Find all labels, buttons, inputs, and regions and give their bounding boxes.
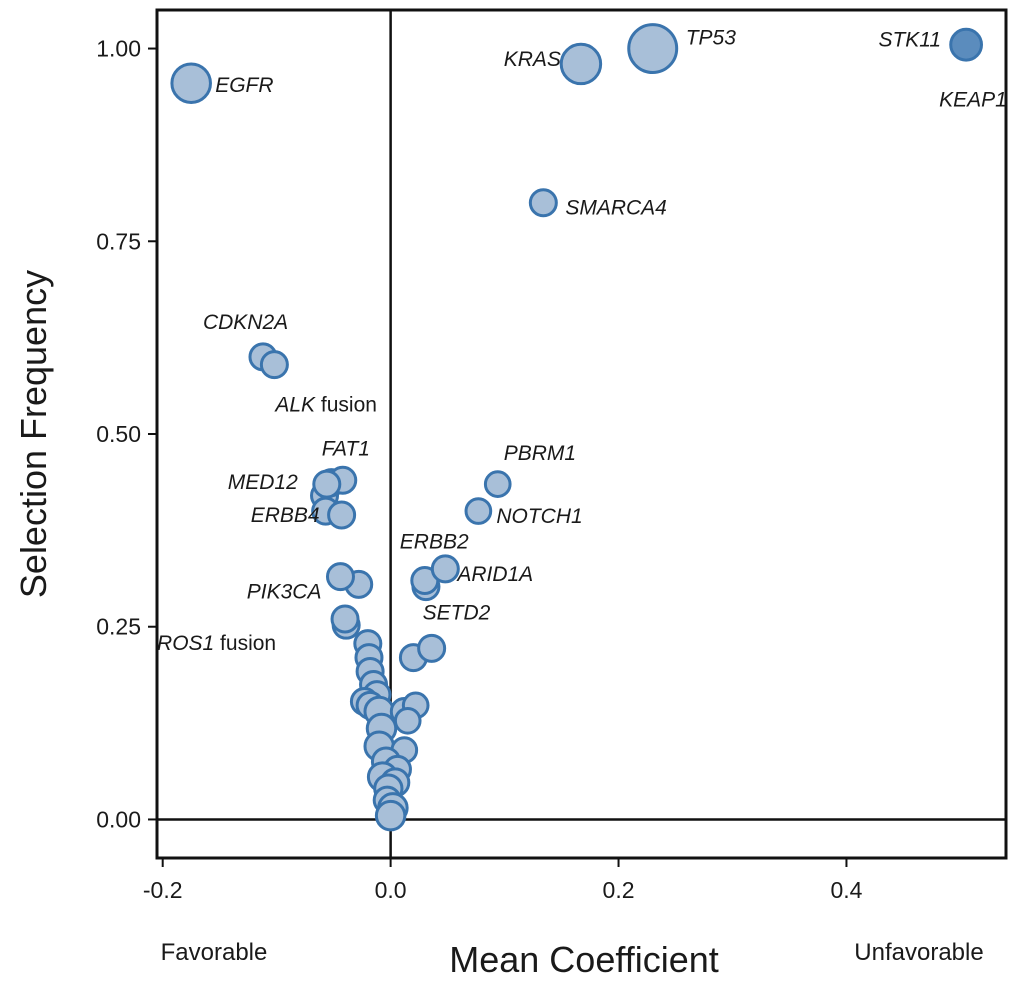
label-cdkn2a: CDKN2A (203, 311, 288, 334)
data-point-setd2 (417, 633, 447, 663)
points-layer (170, 23, 983, 832)
gene-name: SETD2 (423, 601, 491, 624)
label-smarca4: SMARCA4 (565, 197, 667, 220)
gene-name: TP53 (686, 27, 737, 50)
plot-frame (155, 8, 1008, 860)
label-alk: ALK fusion (273, 394, 377, 417)
point-labels: EGFR KRAS TP53 STK11 KEAP1 SMARCA4 CDKN2A ALK f… (157, 27, 1007, 655)
label-fat1: FAT1 (322, 437, 370, 460)
data-point-notch1 (464, 497, 493, 525)
reference-lines (157, 10, 1006, 858)
label-setd2: SETD2 (423, 601, 491, 624)
y-tick-label: 1.00 (96, 36, 141, 62)
x-tick-label: 0.4 (830, 877, 862, 903)
gene-name: FAT1 (322, 437, 370, 460)
x-axis: -0.2 0.0 0.2 0.4 (143, 858, 863, 903)
y-tick-label: 0.25 (96, 614, 141, 640)
label-tp53: TP53 (686, 27, 737, 50)
gene-name: EGFR (215, 74, 273, 97)
data-point-egfr (170, 62, 212, 105)
label-pbrm1: PBRM1 (504, 442, 576, 465)
data-point-pbrm1 (483, 470, 512, 498)
x-tick-label: -0.2 (143, 877, 183, 903)
label-erbb4: ERBB4 (251, 504, 320, 527)
data-point-alk (259, 350, 289, 380)
gene-name: ERBB4 (251, 504, 320, 527)
data-point-stk11 (949, 27, 983, 62)
gene-name: NOTCH1 (496, 505, 582, 528)
label-notch1: NOTCH1 (496, 505, 582, 528)
y-axis-title: Selection Frequency (13, 270, 54, 598)
data-point (393, 706, 422, 735)
label-pik3ca: PIK3CA (247, 581, 322, 604)
label-arid1a: ARID1A (455, 563, 533, 586)
favorable-label: Favorable (161, 939, 268, 966)
x-tick-label: 0.2 (603, 877, 635, 903)
plot-border (155, 8, 1008, 860)
data-point-pik3ca (325, 562, 355, 592)
label-kras: KRAS (504, 48, 561, 71)
y-tick-label: 0.00 (96, 806, 141, 832)
label-keap1: KEAP1 (939, 89, 1007, 112)
gene-name: ROS1 (157, 632, 214, 655)
x-axis-title: Mean Coefficient (449, 939, 719, 980)
gene-name: ALK (273, 394, 316, 417)
label-ros1: ROS1 fusion (157, 632, 276, 655)
data-point-smarca4 (528, 188, 558, 218)
gene-name: KEAP1 (939, 89, 1007, 112)
gene-name: SMARCA4 (565, 197, 667, 220)
gene-name: ERBB2 (400, 530, 469, 553)
gene-name: CDKN2A (203, 311, 288, 334)
label-erbb2: ERBB2 (400, 530, 469, 553)
gene-name: PIK3CA (247, 581, 322, 604)
gene-name: KRAS (504, 48, 561, 71)
gene-suffix: fusion (315, 394, 377, 417)
y-axis: 0.00 0.25 0.50 0.75 1.00 (96, 36, 157, 832)
gene-name: PBRM1 (504, 442, 576, 465)
y-tick-label: 0.50 (96, 421, 141, 447)
data-point-kras (559, 42, 603, 86)
gene-name: STK11 (878, 29, 941, 52)
label-egfr: EGFR (215, 74, 273, 97)
data-point-tp53 (627, 23, 679, 75)
data-point-ros1 (330, 604, 360, 634)
y-tick-label: 0.75 (96, 228, 141, 254)
data-point-erbb4 (327, 500, 357, 530)
gene-name: MED12 (228, 471, 298, 494)
gene-suffix: fusion (214, 632, 276, 655)
data-point-med12 (312, 469, 342, 499)
label-med12: MED12 (228, 471, 298, 494)
x-tick-label: 0.0 (375, 877, 407, 903)
data-point (374, 799, 407, 832)
gene-name: ARID1A (455, 563, 533, 586)
data-point-arid1a (430, 554, 460, 584)
label-stk11: STK11 (878, 29, 941, 52)
unfavorable-label: Unfavorable (854, 939, 983, 966)
